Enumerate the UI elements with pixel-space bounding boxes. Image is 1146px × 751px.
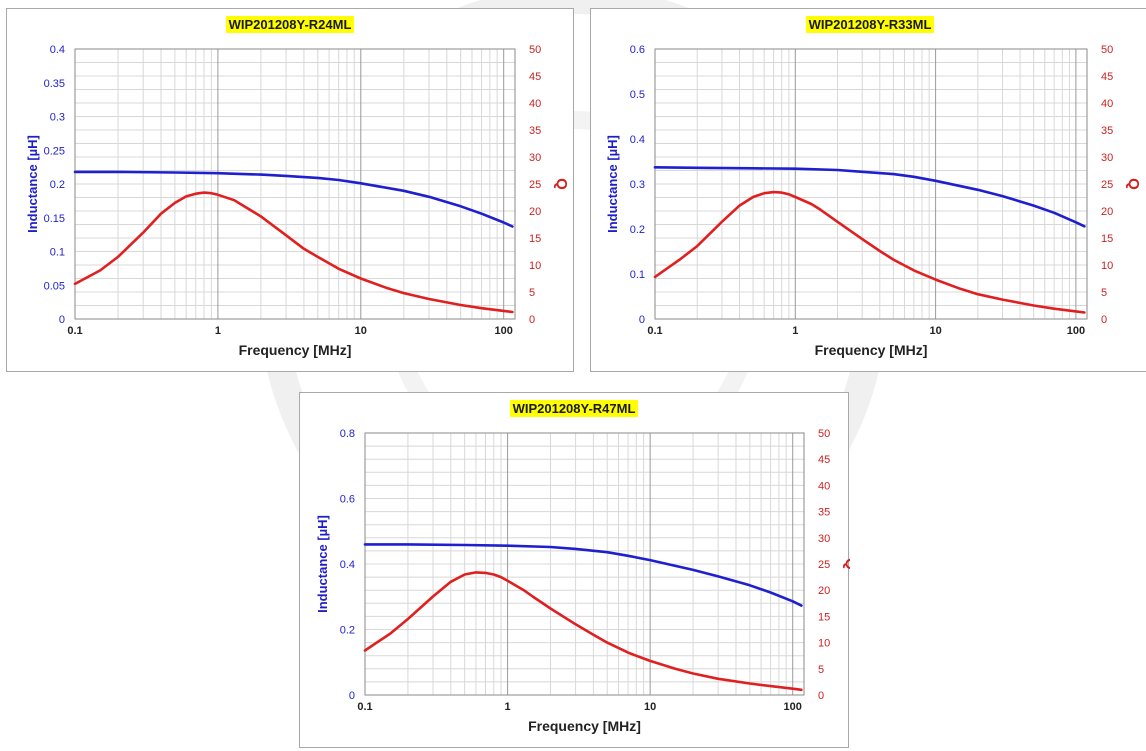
q-series-line xyxy=(73,191,514,314)
y2-tick-label: 30 xyxy=(529,152,541,164)
y2-axis-label: Q xyxy=(553,178,570,190)
inductance-series-line xyxy=(363,543,803,607)
y2-tick-label: 20 xyxy=(529,206,541,218)
x-tick-label: 10 xyxy=(355,325,367,337)
x-axis-label: Frequency [MHz] xyxy=(528,718,641,734)
chart-svg: 00.10.20.30.40.50.6051015202530354045500… xyxy=(605,44,1142,358)
y2-tick-label: 50 xyxy=(1101,44,1113,56)
y-tick-label: 0 xyxy=(639,314,645,326)
y-tick-label: 0.6 xyxy=(340,494,355,506)
y2-tick-label: 50 xyxy=(818,428,830,440)
inductance-series-line xyxy=(73,170,514,228)
y2-axis-label: Q xyxy=(1125,178,1142,190)
plot-frame xyxy=(364,432,805,696)
y2-tick-label: 45 xyxy=(1101,71,1113,83)
q-series-line xyxy=(363,571,803,692)
x-tick-label: 10 xyxy=(644,701,656,713)
chart-r24ml: 0 0.05 0.1 0.15 0.2 0.25 0.3 0.35 0.4 0 5 10 15 20 25 3… xyxy=(6,8,574,372)
plot-frame xyxy=(74,48,516,320)
y2-tick-label: 20 xyxy=(818,585,830,597)
y-axis-label: Inductance [µH] xyxy=(605,135,620,233)
grid xyxy=(364,432,804,696)
y2-tick-label: 25 xyxy=(1101,179,1113,191)
x-tick-label: 10 xyxy=(929,325,941,337)
y2-tick-label: 15 xyxy=(529,233,541,245)
y-tick-label: 0.1 xyxy=(630,269,645,281)
y2-tick-label: 35 xyxy=(1101,125,1113,137)
y-tick-label: 0.15 xyxy=(44,213,65,225)
y2-tick-label: 0 xyxy=(818,690,824,702)
y2-tick-label: 40 xyxy=(529,98,541,110)
y2-tick-label: 15 xyxy=(1101,233,1113,245)
y2-tick-label: 40 xyxy=(818,480,830,492)
y2-tick-label: 5 xyxy=(1101,287,1107,299)
inductance-series-line xyxy=(653,166,1086,228)
plot-frame xyxy=(654,48,1088,320)
x-axis-label: Frequency [MHz] xyxy=(239,342,352,358)
grid xyxy=(654,48,1087,320)
y2-tick-label: 15 xyxy=(818,611,830,623)
y-tick-label: 0.1 xyxy=(50,247,65,259)
y-tick-label: 0.3 xyxy=(630,179,645,191)
y2-tick-label: 0 xyxy=(1101,314,1107,326)
y-axis-label: Inductance [µH] xyxy=(25,135,40,233)
x-tick-label: 0.1 xyxy=(67,325,82,337)
y2-tick-label: 30 xyxy=(818,533,830,545)
y2-tick-label: 50 xyxy=(529,44,541,56)
y-tick-label: 0.2 xyxy=(50,179,65,191)
x-tick-label: 0.1 xyxy=(647,325,662,337)
chart-svg: 0 0.05 0.1 0.15 0.2 0.25 0.3 0.35 0.4 0 5 10 15 20 25 3… xyxy=(25,44,570,358)
y2-tick-label: 45 xyxy=(529,71,541,83)
y2-tick-label: 5 xyxy=(529,287,535,299)
x-tick-label: 100 xyxy=(1067,325,1085,337)
y-tick-label: 0.4 xyxy=(50,44,65,56)
x-tick-label: 1 xyxy=(792,325,798,337)
y2-tick-label: 40 xyxy=(1101,98,1113,110)
chart-svg: 0 0.2 0.4 0.6 0.8 0 5 10 15 20 25 30 35 40 45 50 0.1 1 10 1… xyxy=(315,428,850,734)
y-tick-label: 0.8 xyxy=(340,428,355,440)
y-axis-label: Inductance [µH] xyxy=(315,515,330,613)
y-tick-label: 0.05 xyxy=(44,280,65,292)
y2-tick-label: 45 xyxy=(818,454,830,466)
y-tick-label: 0.4 xyxy=(630,134,645,146)
y-tick-label: 0.25 xyxy=(44,145,65,157)
y-tick-label: 0 xyxy=(59,314,65,326)
y2-tick-label: 30 xyxy=(1101,152,1113,164)
y2-tick-label: 20 xyxy=(1101,206,1113,218)
y2-tick-label: 10 xyxy=(1101,260,1113,272)
x-tick-label: 0.1 xyxy=(357,701,372,713)
y-tick-label: 0.2 xyxy=(340,625,355,637)
grid xyxy=(74,48,515,320)
y-tick-label: 0.35 xyxy=(44,78,65,90)
y-tick-label: 0.2 xyxy=(630,224,645,236)
y2-tick-label: 35 xyxy=(529,125,541,137)
x-tick-label: 100 xyxy=(495,325,513,337)
y2-tick-label: 25 xyxy=(529,179,541,191)
y-tick-label: 0 xyxy=(349,690,355,702)
y2-tick-label: 5 xyxy=(818,664,824,676)
y2-tick-label: 35 xyxy=(818,507,830,519)
y2-tick-label: 10 xyxy=(818,638,830,650)
y2-tick-label: 0 xyxy=(529,314,535,326)
y-tick-label: 0.3 xyxy=(50,112,65,124)
y-tick-label: 0.4 xyxy=(340,559,355,571)
chart-r33ml: 0 0.1 0.2 0.3 0.4 0.5 0.6 0 5 10 15 20 25 30 35 40 45 50 0… xyxy=(590,8,1146,372)
y-tick-label: 0.5 xyxy=(630,89,645,101)
y-tick-label: 0.6 xyxy=(630,44,645,56)
x-tick-label: 1 xyxy=(215,325,221,337)
y2-tick-label: 10 xyxy=(529,260,541,272)
x-axis-label: Frequency [MHz] xyxy=(815,342,928,358)
x-tick-label: 100 xyxy=(784,701,802,713)
x-tick-label: 1 xyxy=(505,701,511,713)
q-series-line xyxy=(653,190,1086,314)
chart-r47ml: 0 0.2 0.4 0.6 0.8 0 5 10 15 20 25 30 35 40 45 50 0.1 1 10 1… xyxy=(299,392,850,748)
y2-tick-label: 25 xyxy=(818,559,830,571)
y2-axis-label: Q xyxy=(842,558,850,570)
